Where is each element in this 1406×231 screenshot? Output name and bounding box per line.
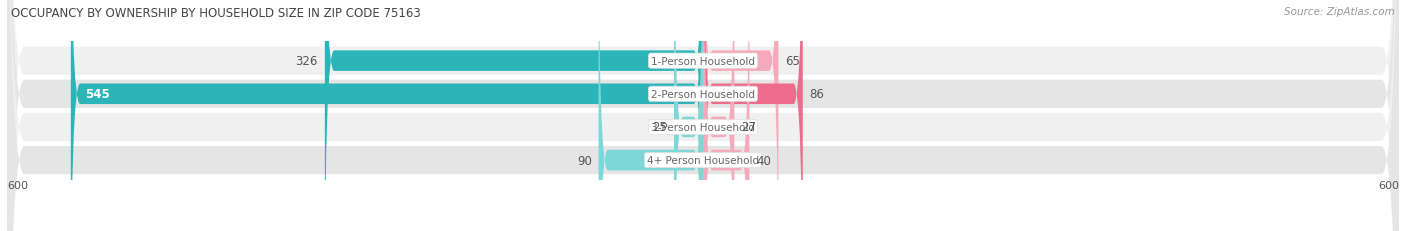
FancyBboxPatch shape — [703, 0, 803, 231]
FancyBboxPatch shape — [673, 0, 703, 231]
Text: 2-Person Household: 2-Person Household — [651, 89, 755, 99]
Text: 600: 600 — [7, 180, 28, 190]
Legend: Owner-occupied, Renter-occupied: Owner-occupied, Renter-occupied — [572, 228, 834, 231]
FancyBboxPatch shape — [703, 0, 779, 231]
Text: 27: 27 — [741, 121, 756, 134]
Text: Source: ZipAtlas.com: Source: ZipAtlas.com — [1284, 7, 1395, 17]
FancyBboxPatch shape — [70, 0, 703, 231]
Text: 326: 326 — [295, 55, 318, 68]
FancyBboxPatch shape — [703, 0, 749, 231]
Text: 4+ Person Household: 4+ Person Household — [647, 155, 759, 165]
Text: 90: 90 — [576, 154, 592, 167]
Text: 1-Person Household: 1-Person Household — [651, 56, 755, 66]
Text: 25: 25 — [652, 121, 666, 134]
FancyBboxPatch shape — [325, 0, 703, 231]
FancyBboxPatch shape — [7, 0, 1399, 231]
Text: 600: 600 — [1378, 180, 1399, 190]
Text: 86: 86 — [810, 88, 824, 101]
Text: 40: 40 — [756, 154, 772, 167]
FancyBboxPatch shape — [7, 0, 1399, 231]
FancyBboxPatch shape — [703, 0, 734, 231]
Text: 65: 65 — [786, 55, 800, 68]
Text: 545: 545 — [84, 88, 110, 101]
Text: OCCUPANCY BY OWNERSHIP BY HOUSEHOLD SIZE IN ZIP CODE 75163: OCCUPANCY BY OWNERSHIP BY HOUSEHOLD SIZE… — [11, 7, 420, 20]
FancyBboxPatch shape — [7, 0, 1399, 231]
Text: 3-Person Household: 3-Person Household — [651, 122, 755, 132]
FancyBboxPatch shape — [599, 0, 703, 231]
FancyBboxPatch shape — [7, 0, 1399, 231]
